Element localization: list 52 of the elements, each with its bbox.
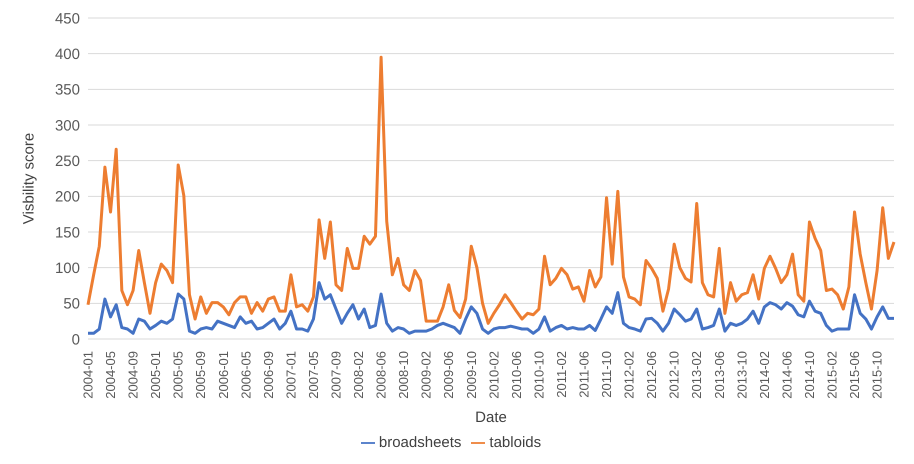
x-tick-label: 2004-01 [80, 351, 96, 399]
x-tick-label: 2014-10 [802, 351, 817, 399]
x-tick-label: 2009-02 [418, 351, 434, 399]
x-tick-label: 2008-06 [374, 351, 389, 399]
y-tick-label: 350 [54, 82, 80, 99]
x-tick-label: 2007-09 [328, 351, 344, 399]
x-tick-label: 2013-02 [689, 351, 704, 399]
x-tick-label: 2009-10 [464, 351, 479, 399]
x-tick-label: 2012-02 [622, 351, 637, 399]
x-tick-label: 2015-02 [824, 351, 840, 399]
x-tick-label: 2010-02 [486, 351, 502, 399]
x-tick-label: 2004-05 [103, 351, 118, 399]
x-tick-label: 2012-06 [644, 351, 660, 399]
x-tick-label: 2005-05 [170, 351, 186, 399]
legend-label: tabloids [489, 434, 542, 451]
x-tick-label: 2011-06 [576, 351, 592, 398]
y-tick-label: 250 [54, 152, 80, 170]
y-tick-label: 300 [54, 117, 80, 134]
x-tick-label: 2013-10 [734, 351, 750, 399]
x-tick-label: 2011-10 [599, 351, 614, 398]
x-tick-label: 2014-06 [779, 351, 794, 399]
line-series [86, 281, 896, 335]
x-tick-label: 2015-10 [870, 351, 885, 399]
x-tick-label: 2004-09 [126, 351, 141, 399]
y-axis-title: Visbility score [20, 132, 38, 224]
x-tick-label: 2006-01 [216, 351, 231, 399]
x-tick-label: 2007-05 [306, 351, 321, 399]
line-series [86, 56, 896, 325]
legend-label: broadsheets [378, 434, 462, 451]
x-tick-label: 2006-09 [260, 351, 276, 399]
y-tick-label: 150 [54, 224, 80, 242]
x-tick-label: 2009-06 [441, 351, 456, 399]
x-tick-label: 2008-10 [396, 351, 412, 399]
y-tick-label: 450 [54, 10, 80, 28]
x-tick-label: 2005-09 [193, 351, 208, 399]
x-tick-label: 2012-10 [666, 351, 682, 399]
y-tick-label: 200 [54, 188, 80, 206]
x-tick-label: 2013-06 [712, 351, 727, 399]
x-tick-label: 2011-02 [554, 351, 569, 398]
y-tick-label: 0 [72, 331, 80, 348]
x-tick-label: 2006-05 [238, 351, 254, 399]
x-axis-title: Date [475, 409, 507, 426]
x-tick-label: 2010-10 [531, 351, 546, 399]
x-tick-label: 2005-01 [148, 351, 164, 399]
x-tick-label: 2007-01 [283, 351, 298, 399]
x-tick-label: 2014-02 [756, 351, 772, 399]
y-tick-label: 100 [54, 260, 80, 277]
x-tick-label: 2010-06 [508, 351, 524, 399]
y-tick-label: 400 [54, 46, 80, 63]
y-tick-label: 50 [63, 296, 80, 313]
x-tick-label: 2008-02 [351, 351, 366, 399]
x-tick-label: 2015-06 [847, 351, 862, 399]
